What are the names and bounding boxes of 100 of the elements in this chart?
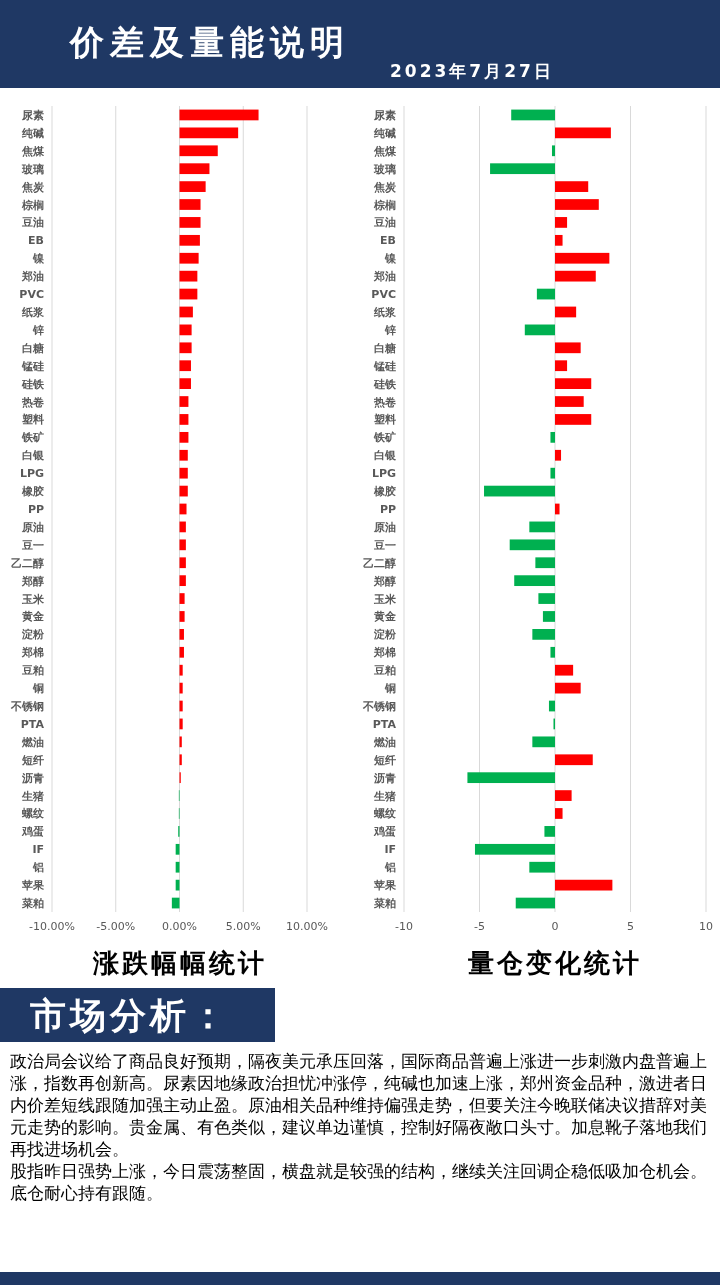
y-tick-label: 原油 xyxy=(21,520,44,534)
y-tick-label: 塑料 xyxy=(21,413,44,427)
y-tick-label: LPG xyxy=(19,467,44,481)
bar xyxy=(179,629,184,640)
bar xyxy=(175,843,180,855)
text: 2023年7月27日 xyxy=(390,60,554,83)
bar xyxy=(524,324,555,336)
y-tick-label: 纯碱 xyxy=(373,126,396,140)
y-tick-label: 镍 xyxy=(384,252,397,266)
bar xyxy=(532,736,555,748)
bar xyxy=(555,879,613,891)
bar xyxy=(484,485,555,497)
x-tick-label: -10 xyxy=(395,920,413,933)
y-tick-label: 铁矿 xyxy=(21,431,44,445)
bar xyxy=(555,306,577,318)
x-tick-label: -5 xyxy=(474,920,485,933)
y-tick-label: 短纤 xyxy=(373,753,396,767)
bar xyxy=(544,826,555,837)
bar xyxy=(179,127,239,139)
bar xyxy=(179,539,186,551)
bar xyxy=(555,682,581,694)
bar xyxy=(515,897,555,909)
y-tick-label: 焦炭 xyxy=(21,180,45,194)
text: 市场分析： xyxy=(30,993,230,1038)
bar xyxy=(542,611,555,622)
bar xyxy=(509,539,555,551)
text: 政治局会议给了商品良好预期，隔夜美元承压回落，国际商品普遍上涨进一步刺激内盘普遍上涨，指数再创新高。尿素因地缘政治担忧冲涨停，纯碱也加速上涨，郑州资金品种，激进者日内价差短线跟随加强主动止盈。原油相关品种维持偏强走势，但要关注今晚联储决议措辞对美元走势的影响。贵金属、有色类似，建议单边谨慎，控制好隔夜敞口头寸。加息靴子落地我们再找进场机会。 xyxy=(10,1050,708,1160)
y-tick-label: 豆一 xyxy=(21,538,44,552)
bar xyxy=(555,378,592,389)
bar xyxy=(555,790,572,801)
y-tick-label: 黄金 xyxy=(21,610,45,624)
bar xyxy=(179,485,188,497)
bar xyxy=(529,861,555,873)
bar xyxy=(529,521,555,533)
bar xyxy=(511,109,555,121)
y-tick-label: 淀粉 xyxy=(373,628,397,642)
bar xyxy=(179,217,201,228)
bar xyxy=(555,342,581,354)
y-tick-label: 焦煤 xyxy=(21,144,45,158)
y-tick-label: 苹果 xyxy=(21,879,45,893)
y-tick-label: 乙二醇 xyxy=(363,556,396,570)
y-tick-label: 沥青 xyxy=(21,771,44,785)
text: 量仓变化统计 xyxy=(467,948,642,978)
y-tick-label: 不锈钢 xyxy=(10,700,44,714)
bar xyxy=(175,861,180,873)
x-tick-label: -5.00% xyxy=(96,920,136,933)
y-tick-label: PTA xyxy=(20,717,45,731)
y-tick-label: 纯碱 xyxy=(21,126,44,140)
y-tick-label: 铝 xyxy=(32,861,44,875)
bar xyxy=(467,772,555,784)
bar xyxy=(555,181,589,192)
y-tick-label: PVC xyxy=(371,288,396,302)
bar xyxy=(175,879,180,891)
bar xyxy=(179,145,218,157)
bar xyxy=(555,664,574,676)
bar xyxy=(179,611,185,622)
bar xyxy=(555,808,563,819)
y-tick-label: 尿素 xyxy=(21,108,44,122)
y-tick-label: 橡胶 xyxy=(373,485,396,499)
bar xyxy=(555,360,568,372)
bar xyxy=(555,270,596,282)
y-tick-label: 棕榈 xyxy=(373,198,396,212)
bar xyxy=(179,575,186,587)
y-tick-label: 铁矿 xyxy=(373,431,396,445)
bar xyxy=(179,664,183,676)
y-tick-label: 不锈钢 xyxy=(362,700,396,714)
y-tick-label: 乙二醇 xyxy=(11,556,44,570)
y-tick-label: 棕榈 xyxy=(21,198,44,212)
bar xyxy=(474,843,555,855)
y-tick-label: 豆粕 xyxy=(21,664,44,678)
text: 价差及量能说明 xyxy=(70,21,350,64)
bar xyxy=(555,252,610,264)
y-tick-label: 塑料 xyxy=(373,413,396,427)
y-tick-label: PVC xyxy=(19,288,44,302)
y-tick-label: 玉米 xyxy=(21,592,45,606)
bar xyxy=(179,109,259,121)
bar xyxy=(555,127,611,139)
bar xyxy=(179,252,199,264)
y-tick-label: EB xyxy=(28,234,44,248)
y-tick-label: 菜粕 xyxy=(373,897,396,911)
bar xyxy=(179,324,192,336)
y-tick-label: 郑醇 xyxy=(21,574,44,588)
bar xyxy=(171,897,180,909)
y-tick-label: 白糖 xyxy=(22,341,44,355)
y-tick-label: 燃油 xyxy=(373,735,396,749)
y-tick-label: 豆粕 xyxy=(373,664,396,678)
bar xyxy=(179,557,186,569)
bar xyxy=(551,145,555,157)
bar xyxy=(536,288,555,300)
y-tick-label: 硅铁 xyxy=(373,377,397,391)
y-tick-label: IF xyxy=(384,843,396,857)
bar xyxy=(550,467,555,479)
y-tick-label: 橡胶 xyxy=(21,485,44,499)
bar xyxy=(548,700,555,712)
y-tick-label: 郑油 xyxy=(373,270,396,284)
y-tick-label: 焦炭 xyxy=(373,180,397,194)
x-tick-label: 5.00% xyxy=(225,920,261,933)
y-tick-label: 生猪 xyxy=(373,789,396,803)
bar xyxy=(179,449,188,461)
y-tick-label: LPG xyxy=(371,467,396,481)
